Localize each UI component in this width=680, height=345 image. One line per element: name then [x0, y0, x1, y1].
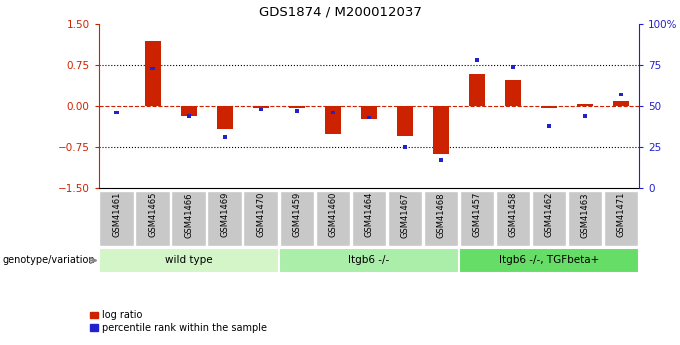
- FancyBboxPatch shape: [207, 191, 242, 246]
- Bar: [403, 145, 407, 149]
- FancyBboxPatch shape: [352, 191, 386, 246]
- Text: GSM41468: GSM41468: [437, 192, 445, 237]
- Text: genotype/variation: genotype/variation: [3, 256, 95, 265]
- FancyBboxPatch shape: [279, 248, 459, 273]
- FancyBboxPatch shape: [388, 191, 422, 246]
- FancyBboxPatch shape: [496, 191, 530, 246]
- Text: GSM41471: GSM41471: [617, 192, 626, 237]
- Bar: [511, 65, 515, 69]
- FancyBboxPatch shape: [459, 248, 639, 273]
- Bar: [505, 80, 521, 106]
- FancyBboxPatch shape: [99, 191, 134, 246]
- FancyBboxPatch shape: [135, 191, 170, 246]
- Bar: [222, 136, 227, 139]
- Text: GSM41459: GSM41459: [292, 192, 301, 237]
- FancyBboxPatch shape: [424, 191, 458, 246]
- Text: GSM41463: GSM41463: [581, 192, 590, 237]
- Text: GSM41461: GSM41461: [112, 192, 121, 237]
- FancyBboxPatch shape: [460, 191, 494, 246]
- Text: GSM41457: GSM41457: [473, 192, 481, 237]
- Bar: [294, 109, 299, 113]
- Text: GSM41469: GSM41469: [220, 192, 229, 237]
- Bar: [433, 106, 449, 154]
- Text: Itgb6 -/-, TGFbeta+: Itgb6 -/-, TGFbeta+: [499, 255, 599, 265]
- Bar: [289, 106, 305, 108]
- Bar: [325, 106, 341, 135]
- Text: GSM41470: GSM41470: [256, 192, 265, 237]
- Text: GSM41462: GSM41462: [545, 192, 554, 237]
- Bar: [181, 106, 197, 116]
- Text: GSM41460: GSM41460: [328, 192, 337, 237]
- FancyBboxPatch shape: [99, 248, 279, 273]
- Bar: [397, 106, 413, 136]
- Bar: [613, 101, 629, 106]
- FancyBboxPatch shape: [316, 191, 350, 246]
- Bar: [547, 124, 551, 128]
- FancyBboxPatch shape: [604, 191, 639, 246]
- Bar: [145, 41, 160, 106]
- Bar: [258, 108, 263, 111]
- Text: GSM41466: GSM41466: [184, 192, 193, 237]
- Text: GSM41458: GSM41458: [509, 192, 517, 237]
- Text: GSM41467: GSM41467: [401, 192, 409, 237]
- Text: wild type: wild type: [165, 255, 213, 265]
- FancyBboxPatch shape: [171, 191, 206, 246]
- Text: Itgb6 -/-: Itgb6 -/-: [348, 255, 390, 265]
- Bar: [469, 75, 485, 106]
- Text: GSM41465: GSM41465: [148, 192, 157, 237]
- FancyBboxPatch shape: [532, 191, 566, 246]
- Bar: [439, 158, 443, 162]
- Bar: [253, 106, 269, 108]
- FancyBboxPatch shape: [279, 191, 314, 246]
- Bar: [186, 114, 191, 118]
- Bar: [150, 67, 155, 70]
- Bar: [114, 111, 119, 115]
- Bar: [330, 111, 335, 115]
- Bar: [577, 104, 593, 106]
- Bar: [217, 106, 233, 129]
- Bar: [361, 106, 377, 119]
- Bar: [541, 106, 557, 108]
- Bar: [619, 93, 624, 96]
- Text: GDS1874 / M200012037: GDS1874 / M200012037: [258, 5, 422, 18]
- Bar: [367, 116, 371, 119]
- Text: GSM41464: GSM41464: [364, 192, 373, 237]
- Bar: [475, 58, 479, 62]
- Legend: log ratio, percentile rank within the sample: log ratio, percentile rank within the sa…: [86, 306, 271, 337]
- FancyBboxPatch shape: [243, 191, 278, 246]
- Bar: [583, 114, 588, 118]
- FancyBboxPatch shape: [568, 191, 602, 246]
